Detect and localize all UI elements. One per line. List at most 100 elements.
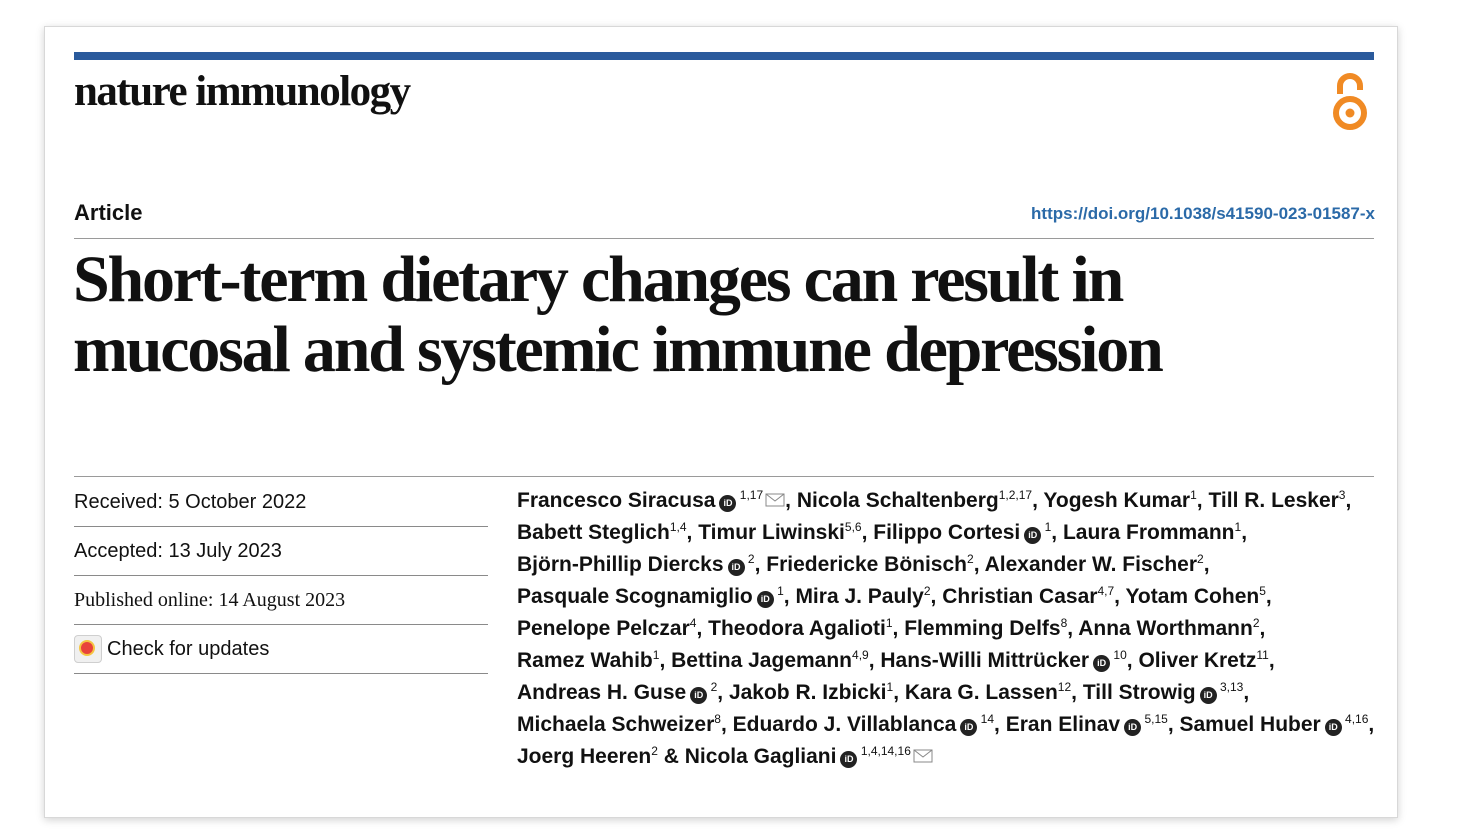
- affiliation-number: 8: [1060, 616, 1068, 630]
- orcid-icon[interactable]: iD: [727, 559, 745, 576]
- author[interactable]: Andreas H. Guse iD 2,: [517, 681, 723, 704]
- author-separator: ,: [696, 617, 703, 640]
- author[interactable]: Theodora Agalioti1,: [708, 617, 898, 640]
- affiliation-number: 1: [773, 584, 784, 598]
- affiliation-number: 14: [977, 712, 995, 726]
- author[interactable]: Michaela Schweizer8,: [517, 713, 727, 736]
- affiliation-number: 1,17: [736, 488, 764, 502]
- accepted-date: Accepted: 13 July 2023: [74, 527, 488, 576]
- check-for-updates-button[interactable]: Check for updates: [74, 625, 488, 674]
- email-icon[interactable]: [913, 749, 933, 763]
- author-name: Friedericke Bönisch: [766, 553, 967, 576]
- affiliation-number: 2: [707, 680, 718, 694]
- author-name: Andreas H. Guse: [517, 681, 687, 704]
- author-separator: ,: [754, 553, 761, 576]
- affiliation-number: 1: [1190, 488, 1197, 502]
- doi-link[interactable]: https://doi.org/10.1038/s41590-023-01587…: [1031, 204, 1375, 223]
- author-name: Yotam Cohen: [1125, 585, 1260, 608]
- author-name: Samuel Huber: [1179, 713, 1321, 736]
- author-separator: ,: [1203, 553, 1210, 576]
- author[interactable]: Filippo Cortesi iD 1,: [873, 521, 1057, 544]
- author[interactable]: Jakob R. Izbicki1,: [729, 681, 899, 704]
- author[interactable]: Eran Elinav iD 5,15,: [1006, 713, 1174, 736]
- author[interactable]: Till R. Lesker3,: [1208, 489, 1351, 512]
- published-date: Published online: 14 August 2023: [74, 576, 488, 625]
- affiliation-number: 2: [1252, 616, 1260, 630]
- author[interactable]: Francesco Siracusa iD 1,17,: [517, 489, 791, 512]
- author[interactable]: Anna Worthmann2,: [1078, 617, 1265, 640]
- author[interactable]: Mira J. Pauly2,: [795, 585, 936, 608]
- author-name: Nicola Gagliani: [684, 745, 837, 768]
- author[interactable]: Alexander W. Fischer2,: [985, 553, 1210, 576]
- author[interactable]: & Nicola Gagliani iD 1,4,14,16: [664, 745, 933, 768]
- author[interactable]: Hans-Willi Mittrücker iD 10,: [880, 649, 1133, 672]
- author[interactable]: Björn-Phillip Diercks iD 2,: [517, 553, 760, 576]
- author[interactable]: Kara G. Lassen12,: [905, 681, 1077, 704]
- affiliation-number: 1,2,17: [998, 488, 1033, 502]
- article-type: Article: [74, 200, 143, 225]
- author-name: Mira J. Pauly: [795, 585, 924, 608]
- author[interactable]: Ramez Wahib1,: [517, 649, 665, 672]
- affiliation-number: 4,7: [1097, 584, 1115, 598]
- author[interactable]: Eduardo J. Villablanca iD 14,: [733, 713, 1000, 736]
- author-separator: ,: [686, 521, 693, 544]
- author-separator: ,: [1051, 521, 1058, 544]
- orcid-icon[interactable]: iD: [840, 751, 858, 768]
- orcid-icon[interactable]: iD: [1093, 655, 1111, 672]
- author[interactable]: Nicola Schaltenberg1,2,17,: [797, 489, 1038, 512]
- author[interactable]: Oliver Kretz11,: [1138, 649, 1274, 672]
- author-separator: ,: [717, 681, 724, 704]
- author-name: Babett Steglich: [517, 521, 670, 544]
- author[interactable]: Yotam Cohen5,: [1125, 585, 1271, 608]
- orcid-icon[interactable]: iD: [960, 719, 978, 736]
- author-list: Francesco Siracusa iD 1,17, Nicola Schalt…: [517, 485, 1377, 773]
- author[interactable]: Pasquale Scognamiglio iD 1,: [517, 585, 790, 608]
- orcid-icon[interactable]: iD: [719, 495, 737, 512]
- orcid-icon[interactable]: iD: [690, 687, 708, 704]
- author-separator: ,: [1114, 585, 1120, 608]
- title-line-1: Short-term dietary changes can result in: [73, 243, 1124, 316]
- affiliation-number: 1: [1041, 520, 1052, 534]
- author-separator: ,: [1345, 489, 1352, 512]
- affiliation-number: 1: [886, 680, 894, 694]
- orcid-icon[interactable]: iD: [756, 591, 774, 608]
- affiliation-number: 4: [689, 616, 697, 630]
- author-separator: ,: [783, 585, 790, 608]
- author-separator: ,: [785, 489, 791, 512]
- received-date: Received: 5 October 2022: [74, 478, 488, 527]
- author-separator: ,: [1196, 489, 1203, 512]
- author[interactable]: Till Strowig iD 3,13,: [1083, 681, 1249, 704]
- author-separator: ,: [659, 649, 666, 672]
- author[interactable]: Timur Liwinski5,6,: [698, 521, 867, 544]
- author-name: Penelope Pelczar: [517, 617, 690, 640]
- author-name: Ramez Wahib: [517, 649, 653, 672]
- author-separator: ,: [1243, 681, 1250, 704]
- author-separator: ,: [1268, 649, 1275, 672]
- author-name: Kara G. Lassen: [904, 681, 1058, 704]
- author[interactable]: Christian Casar4,7,: [942, 585, 1120, 608]
- author[interactable]: Flemming Delfs8,: [904, 617, 1073, 640]
- author[interactable]: Yogesh Kumar1,: [1043, 489, 1202, 512]
- affiliation-number: 3,13: [1216, 680, 1244, 694]
- author-name: Joerg Heeren: [517, 745, 652, 768]
- author-separator: ,: [1167, 713, 1174, 736]
- author[interactable]: Samuel Huber iD 4,16,: [1179, 713, 1374, 736]
- affiliation-number: 5,15: [1141, 712, 1168, 726]
- author[interactable]: Laura Frommann1,: [1063, 521, 1247, 544]
- orcid-icon[interactable]: iD: [1124, 719, 1142, 736]
- orcid-icon[interactable]: iD: [1024, 527, 1042, 544]
- author-name: Anna Worthmann: [1078, 617, 1253, 640]
- author[interactable]: Babett Steglich1,4,: [517, 521, 692, 544]
- author[interactable]: Penelope Pelczar4,: [517, 617, 702, 640]
- affiliation-number: 2: [967, 552, 974, 566]
- email-icon[interactable]: [765, 493, 785, 507]
- author[interactable]: Friedericke Bönisch2,: [766, 553, 979, 576]
- orcid-icon[interactable]: iD: [1199, 687, 1217, 704]
- author-name: Christian Casar: [942, 585, 1098, 608]
- affiliation-number: 2: [1197, 552, 1204, 566]
- journal-name[interactable]: nature immunology: [74, 68, 411, 115]
- author[interactable]: Joerg Heeren2: [517, 745, 658, 768]
- author[interactable]: Bettina Jagemann4,9,: [671, 649, 874, 672]
- orcid-icon[interactable]: iD: [1324, 719, 1342, 736]
- author-separator: ,: [868, 649, 875, 672]
